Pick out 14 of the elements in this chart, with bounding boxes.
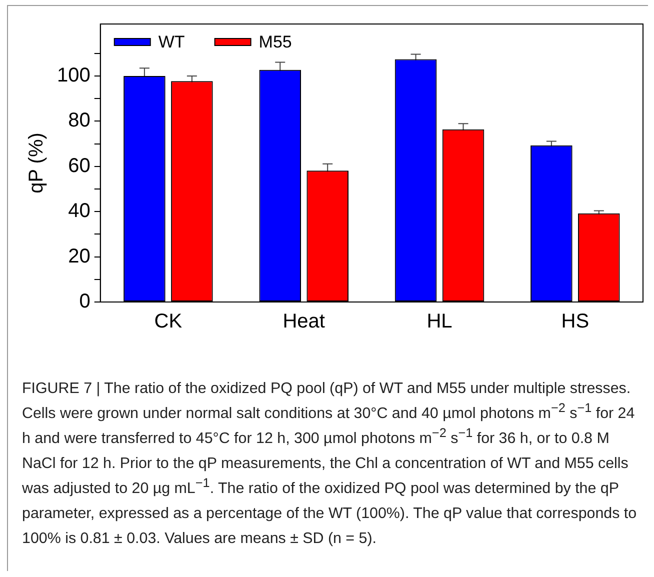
legend-label: WT (158, 32, 185, 52)
y-tick-label: 100 (56, 64, 90, 86)
x-tick-label: HS (561, 310, 590, 333)
y-tick-label: 0 (79, 290, 90, 313)
text: FIGURE 7 | The ratio of the oxidized PQ pool (qP) of WT and M55 under multiple stresses. Cells were grown under normal salt conditions at 30°C and 40 µmol photons m$^{−2}$ s$^{−1}$ for 24 h and were transferred to 45°C for 12 h, 300 µmol photons m$^{−2}$ s$^{−1}$ for 36 h, or to 0.8 M NaCl for 12 h. Prior to the qP measurements, the Chl a concentration of WT and M55 cells was adjusted to 20 µg mL$^{−1}$. The ratio of the oxidized PQ pool was determined by the qP parameter, expressed as a percentage of the WT (100%). The qP value that corresponds to 100% is 0.81 ± 0.03. Values are means ± SD (n = 5). (22, 380, 637, 547)
y-tick-label: 80 (68, 110, 90, 132)
x-tick-label: HL (426, 310, 452, 333)
y-axis-title: qP (%) (26, 132, 48, 194)
x-tick-label: CK (154, 310, 183, 333)
x-tick-label: Heat (282, 310, 326, 333)
y-tick-label: 40 (68, 200, 90, 222)
legend-label: M55 (258, 32, 292, 52)
y-tick-label: 60 (68, 154, 90, 177)
y-tick-label: 20 (68, 245, 90, 268)
